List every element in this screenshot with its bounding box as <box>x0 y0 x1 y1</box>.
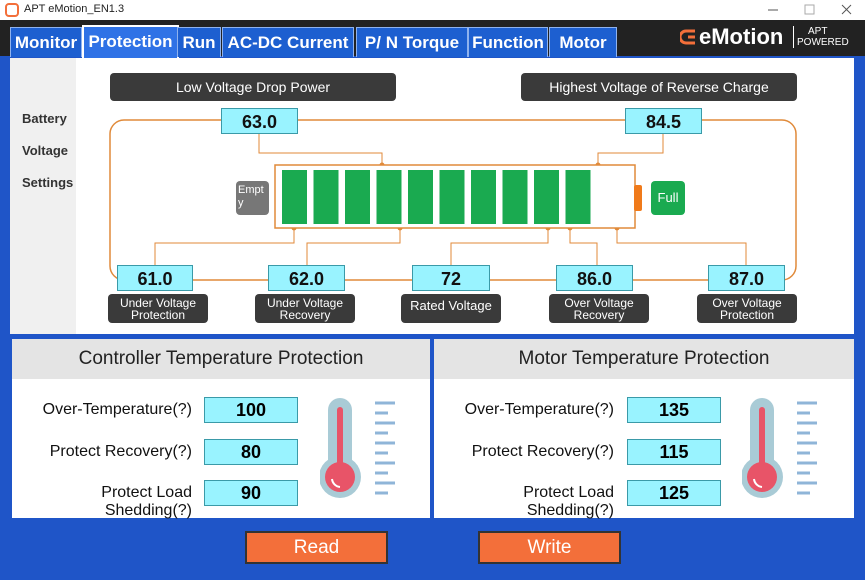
controller-panel: Controller Temperature Protection Over-T… <box>12 339 430 519</box>
temp-field[interactable]: 100 <box>204 397 298 423</box>
logo-divider <box>793 26 794 48</box>
tab[interactable]: AC-DC Current <box>222 27 354 57</box>
tab[interactable]: P/ N Torque <box>356 27 468 57</box>
empty-indicator: Empty <box>236 181 269 215</box>
battery-diagram <box>109 119 797 281</box>
row-label: Protect Load Shedding(?) <box>101 484 192 519</box>
side-label: Settings <box>22 175 74 190</box>
panel-title: Motor Temperature Protection <box>434 339 854 379</box>
title-bar: APT eMotion_EN1.3 <box>0 0 865 20</box>
tab[interactable]: Run <box>177 27 221 57</box>
panel-title: Controller Temperature Protection <box>12 339 430 379</box>
side-label: Battery <box>22 111 67 126</box>
top-label: Low Voltage Drop Power <box>110 73 396 101</box>
tab[interactable]: Function <box>468 27 548 57</box>
voltage-field[interactable]: 63.0 <box>221 108 298 134</box>
window-title: APT eMotion_EN1.3 <box>24 3 125 15</box>
voltage-field[interactable]: 84.5 <box>625 108 702 134</box>
row-label: Protect Load Shedding(?) <box>523 484 614 519</box>
voltage-field[interactable]: 86.0 <box>556 265 633 291</box>
voltage-field[interactable]: 72 <box>412 265 490 291</box>
temp-field[interactable]: 135 <box>627 397 721 423</box>
temp-field[interactable]: 125 <box>627 480 721 506</box>
row-label: Over-Temperature(?) <box>464 401 614 418</box>
logo-icon <box>680 29 695 45</box>
voltage-label: Over Voltage Recovery <box>549 294 649 323</box>
temp-field[interactable]: 90 <box>204 480 298 506</box>
tab-active[interactable]: Protection <box>82 25 179 58</box>
voltage-label: Under Voltage Recovery <box>255 294 355 323</box>
read-button[interactable]: Read <box>245 531 388 564</box>
voltage-field[interactable]: 62.0 <box>268 265 345 291</box>
row-label: Protect Recovery(?) <box>49 443 192 460</box>
top-label: Highest Voltage of Reverse Charge <box>521 73 797 101</box>
temp-field[interactable]: 115 <box>627 439 721 465</box>
side-label: Voltage <box>22 143 68 158</box>
logo-tagline: POWERED <box>797 37 849 48</box>
write-button[interactable]: Write <box>478 531 621 564</box>
motor-panel: Motor Temperature Protection Over-Temper… <box>434 339 854 519</box>
tab[interactable]: Monitor <box>10 27 82 57</box>
logo-name: eMotion <box>699 24 784 49</box>
full-indicator: Full <box>651 181 685 215</box>
voltage-field[interactable]: 87.0 <box>708 265 785 291</box>
voltage-label: Under Voltage Protection <box>108 294 208 323</box>
voltage-label: Over Voltage Protection <box>697 294 797 323</box>
thermometer-icon <box>742 398 817 498</box>
thermometer-icon <box>320 398 395 498</box>
window-controls[interactable] <box>760 0 865 20</box>
logo-tagline: APT <box>808 26 828 37</box>
voltage-field[interactable]: 61.0 <box>117 265 193 291</box>
tab[interactable]: Motor <box>549 27 617 57</box>
row-label: Protect Recovery(?) <box>471 443 614 460</box>
side-column <box>10 58 76 334</box>
temp-field[interactable]: 80 <box>204 439 298 465</box>
row-label: Over-Temperature(?) <box>42 401 192 418</box>
app-icon <box>5 3 19 17</box>
voltage-label: Rated Voltage <box>401 294 501 323</box>
